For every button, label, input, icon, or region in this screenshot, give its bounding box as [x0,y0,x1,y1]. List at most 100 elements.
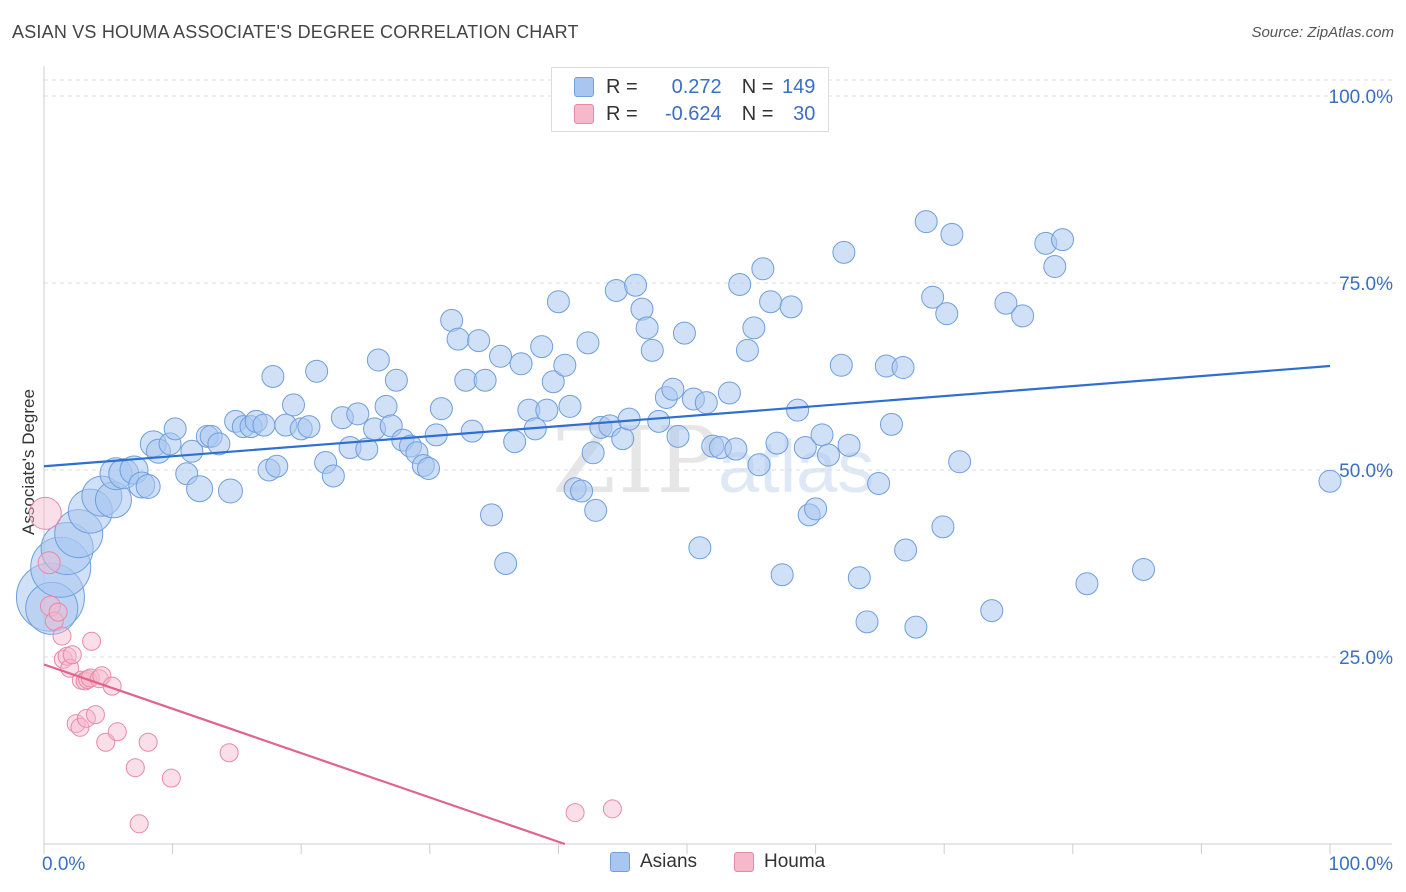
asians-legend-icon [610,852,630,872]
asian-point [489,344,513,368]
asian-point [914,210,938,234]
asian-point [480,503,504,527]
houma-legend-icon [734,852,754,872]
asian-point [604,278,628,302]
x-tick-label-0: 0.0% [42,854,85,875]
asian-point [374,394,398,418]
houma-point [161,768,181,788]
y-tick-label-100: 100.0% [1329,87,1394,108]
asian-point [640,338,664,362]
asian-point [855,610,879,634]
houma-point [66,714,86,734]
asian-point [570,479,594,503]
asian-point [265,454,289,478]
houma-point [107,722,127,742]
asian-point [217,478,243,504]
asian-point [779,295,803,319]
asian-point [417,457,441,481]
asian-point [765,431,789,455]
houma-r-value: -0.624 [664,102,722,125]
asian-point [1043,255,1067,279]
asian-point [446,327,470,351]
asian-point [366,348,390,372]
asian-point [661,377,685,401]
houma-point [52,626,72,646]
asian-point [1132,557,1156,581]
asian-point [305,359,329,383]
asian-point [751,257,775,281]
legend-row-houma: R = -0.624 N = 30 [574,101,815,127]
asian-point [793,436,817,460]
asian-point [541,370,565,394]
asian-point [530,335,554,359]
asian-point [647,409,671,433]
asians-legend-label: Asians [640,851,698,872]
asians-r-label: R = [606,75,638,98]
asian-point [581,441,605,465]
asian-point [163,417,187,441]
asian-point [832,240,856,264]
asian-point [770,563,794,587]
asians-n-label: N = [741,75,774,98]
asian-point [672,321,696,345]
y-axis-label: Associate's Degree [19,389,38,535]
asian-point [297,415,321,439]
asian-point [847,566,871,590]
asian-point [829,353,853,377]
asian-point [1051,228,1075,252]
asians-n-value: 149 [782,75,816,98]
y-tick-label-50: 50.0% [1339,461,1393,482]
asian-point [804,497,828,521]
asian-point [728,272,752,296]
houma-point [82,631,102,651]
asian-point [535,398,559,422]
asian-point [742,316,766,340]
asian-point [935,302,959,326]
houma-point [565,803,585,823]
asian-point [207,432,231,456]
x-ticks [43,844,1331,854]
houma-point [602,799,622,819]
asian-point [879,412,903,436]
chart-title: ASIAN VS HOUMA ASSOCIATE'S DEGREE CORREL… [12,22,579,42]
asian-point [816,443,840,467]
asian-point [546,290,570,314]
houma-trend-line [43,663,566,846]
asian-point [355,437,379,461]
asian-point [980,599,1004,623]
asian-point [931,515,955,539]
asian-point [810,423,834,447]
asian-point [252,413,276,437]
asian-point [611,427,635,451]
houma-swatch-icon [574,104,594,124]
asian-point [180,439,204,463]
houma-point [129,814,149,834]
asian-point [1318,469,1342,493]
houma-point [48,602,68,622]
houma-n-value: 30 [793,102,816,125]
asian-point [994,291,1018,315]
asian-point [717,381,741,405]
y-tick-label-75: 75.0% [1339,274,1393,295]
asians-swatch-icon [574,77,594,97]
asian-point [454,368,478,392]
asian-point [1011,304,1035,328]
houma-points [28,496,622,834]
source-label: Source: ZipAtlas.com [1251,24,1394,41]
asian-point [747,453,771,477]
x-tick-label-100: 100.0% [1329,854,1394,875]
asian-point [558,394,582,418]
asian-point [186,475,214,503]
asian-point [135,473,161,499]
asian-point [261,365,285,388]
asian-point [384,368,408,392]
asian-point [666,424,690,448]
asian-point [688,536,712,560]
houma-point [62,645,82,665]
y-tick-label-25: 25.0% [1339,648,1393,669]
asian-point [576,331,600,355]
asian-point [624,273,648,297]
houma-point [219,743,239,763]
houma-point [125,758,145,778]
